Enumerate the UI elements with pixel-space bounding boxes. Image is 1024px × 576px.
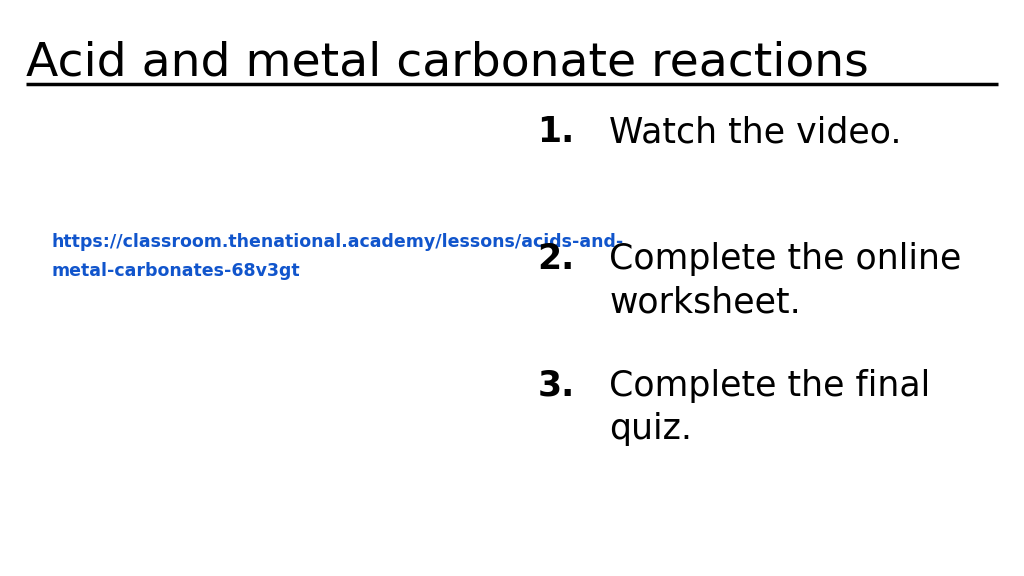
Text: Complete the online
worksheet.: Complete the online worksheet. <box>609 242 962 319</box>
Text: Watch the video.: Watch the video. <box>609 115 902 149</box>
Text: Complete the final
quiz.: Complete the final quiz. <box>609 369 931 446</box>
Text: 2.: 2. <box>538 242 574 276</box>
Text: Acid and metal carbonate reactions: Acid and metal carbonate reactions <box>26 40 868 85</box>
Text: 1.: 1. <box>538 115 574 149</box>
Text: 3.: 3. <box>538 369 574 403</box>
Text: https://classroom.thenational.academy/lessons/acids-and-
metal-carbonates-68v3gt: https://classroom.thenational.academy/le… <box>51 233 624 281</box>
